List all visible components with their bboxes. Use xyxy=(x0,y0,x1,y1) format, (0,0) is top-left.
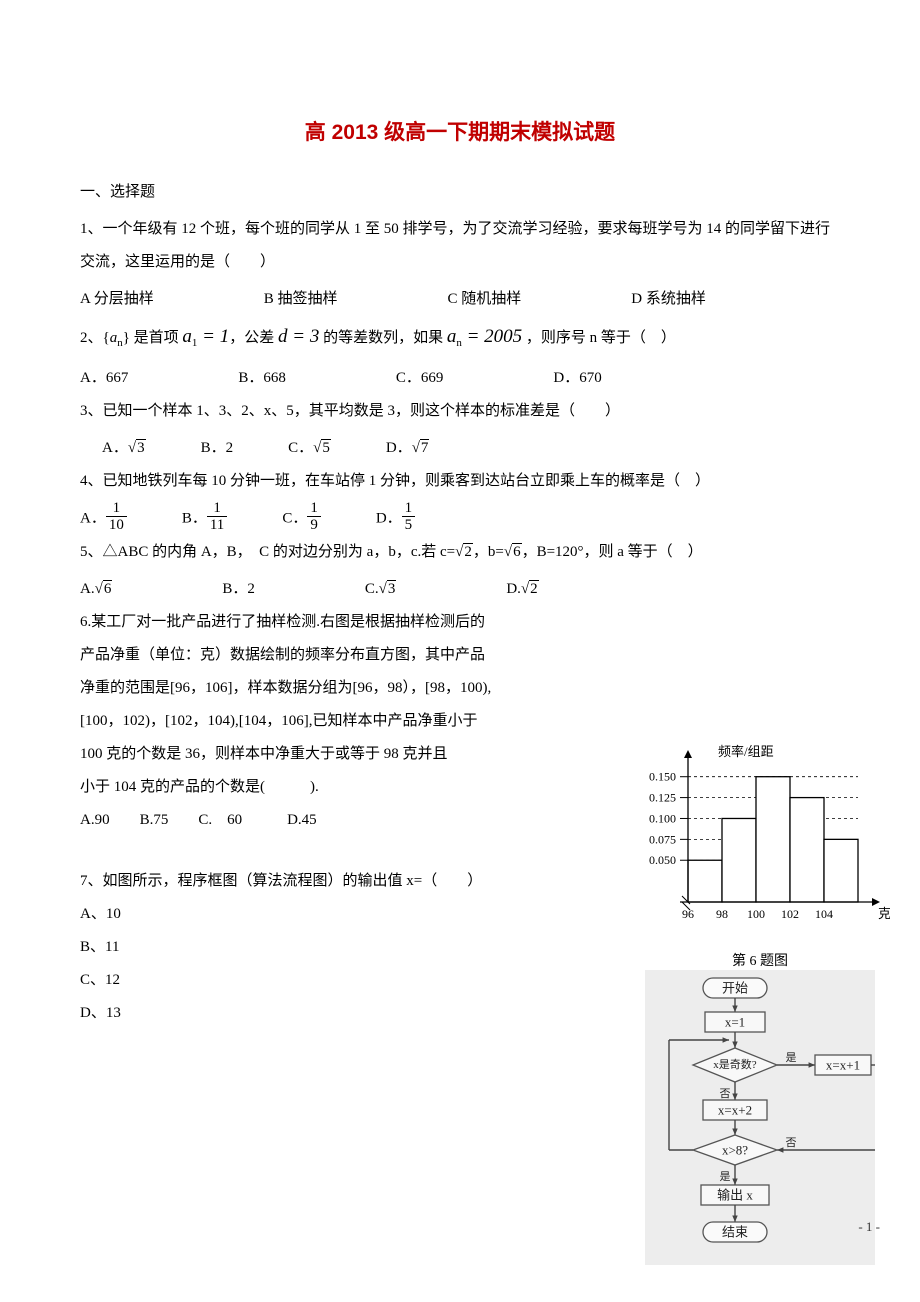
svg-text:是: 是 xyxy=(786,1051,797,1064)
q1-options: A 分层抽样 B 抽签抽样 C 随机抽样 D 系统抽样 xyxy=(80,283,840,316)
svg-text:x>8?: x>8? xyxy=(722,1143,748,1158)
q6-l2: 产品净重（单位：克）数据绘制的频率分布直方图，其中产品 xyxy=(80,639,600,672)
q2-post: 的等差数列，如果 xyxy=(319,330,447,346)
q1-text: 1、一个年级有 12 个班，每个班的同学从 1 至 50 排学号，为了交流学习经… xyxy=(80,213,840,279)
svg-text:开始: 开始 xyxy=(722,981,748,996)
q3-options: A．3 B．2 C．5 D．7 xyxy=(80,432,840,465)
section-header: 一、选择题 xyxy=(80,176,840,209)
q3-D: D．7 xyxy=(386,432,430,465)
q5-A: A.6 xyxy=(80,573,112,606)
q4-A: A．110 xyxy=(80,502,127,536)
histogram-chart: 0.050 0.075 0.100 0.125 0.150 96 98 100 102 104 克 频… xyxy=(630,742,890,952)
q2-eq2005: = 2005 xyxy=(462,326,522,347)
q6-block: 6.某工厂对一批产品进行了抽样检测.右图是根据抽样检测后的 产品净重（单位：克）… xyxy=(80,606,600,837)
q1-A: A 分层抽样 xyxy=(80,283,154,316)
svg-text:96: 96 xyxy=(682,907,694,921)
q5-text: 5、△ABC 的内角 A，B， C 的对边分别为 a，b，c.若 c=2，b=6… xyxy=(80,536,840,569)
q4-C: C．19 xyxy=(282,502,321,536)
svg-text:x=x+2: x=x+2 xyxy=(718,1103,752,1118)
page-number: - 1 - xyxy=(858,1213,880,1242)
q7-block: 7、如图所示，程序框图（算法流程图）的输出值 x=（ ） A、10 B、11 C… xyxy=(80,865,590,1030)
q2-D: D．670 xyxy=(553,362,601,395)
svg-text:否: 否 xyxy=(786,1137,797,1149)
q2-an2: a xyxy=(447,326,457,347)
svg-text:x=x+1: x=x+1 xyxy=(826,1058,860,1073)
q7-D: D、13 xyxy=(80,997,590,1030)
q1-D: D 系统抽样 xyxy=(631,283,706,316)
q7-B: B、11 xyxy=(80,931,590,964)
q6-l3: 净重的范围是[96，106]，样本数据分组为[96，98），[98，100), xyxy=(80,672,600,705)
svg-text:0.125: 0.125 xyxy=(649,791,676,805)
q7-text: 7、如图所示，程序框图（算法流程图）的输出值 x=（ ） xyxy=(80,865,590,898)
svg-text:0.075: 0.075 xyxy=(649,832,676,846)
svg-text:0.100: 0.100 xyxy=(649,811,676,825)
q2-eq1: = 1 xyxy=(197,326,229,347)
q3-C: C．5 xyxy=(288,432,331,465)
q2-B: B．668 xyxy=(238,362,286,395)
q2-a1: a xyxy=(182,326,192,347)
q4-text: 4、已知地铁列车每 10 分钟一班，在车站停 1 分钟，则乘客到达站台立即乘上车… xyxy=(80,465,840,498)
q2-pre: 2、{ xyxy=(80,330,110,346)
q2-d: d xyxy=(278,326,288,347)
svg-text:频率/组距: 频率/组距 xyxy=(718,744,774,759)
q7-C: C、12 xyxy=(80,964,590,997)
flowchart: 开始x=1x是奇数?是x=x+1否x=x+2x>8?否是输出 x结束 xyxy=(645,970,875,1265)
q2-C: C．669 xyxy=(396,362,444,395)
svg-text:克: 克 xyxy=(878,906,890,921)
q7-A: A、10 xyxy=(80,898,590,931)
q3-B: B．2 xyxy=(201,432,234,465)
q5-options: A.6 B．2 C.3 D.2 xyxy=(80,573,840,606)
q2-mid2: ，公差 xyxy=(229,330,278,346)
svg-text:104: 104 xyxy=(815,907,833,921)
q5-B: B．2 xyxy=(222,573,255,606)
q6-opts: A.90 B.75 C. 60 D.45 xyxy=(80,804,600,837)
q6-l6: 小于 104 克的产品的个数是( ). xyxy=(80,771,600,804)
q6-l5: 100 克的个数是 36，则样本中净重大于或等于 98 克并且 xyxy=(80,738,600,771)
q2-text: 2、{an} 是首项 a1 = 1，公差 d = 3 的等差数列，如果 an =… xyxy=(80,316,840,358)
q2-tail: ，则序号 n 等于（ ） xyxy=(522,330,676,346)
q1-B: B 抽签抽样 xyxy=(264,283,338,316)
q5-D: D.2 xyxy=(506,573,538,606)
q4-D: D．15 xyxy=(376,502,415,536)
q2-eq3: = 3 xyxy=(288,326,320,347)
svg-text:102: 102 xyxy=(781,907,799,921)
svg-text:x=1: x=1 xyxy=(725,1015,745,1030)
q4-B: B．111 xyxy=(182,502,227,536)
q3-A: A．3 xyxy=(102,432,146,465)
svg-text:结束: 结束 xyxy=(722,1225,748,1240)
q6-l4: [100，102)，[102，104),[104，106],已知样本中产品净重小… xyxy=(80,705,600,738)
q3-text: 3、已知一个样本 1、3、2、x、5，其平均数是 3，则这个样本的标准差是（ ） xyxy=(80,395,840,428)
svg-text:否: 否 xyxy=(720,1088,731,1100)
svg-text:100: 100 xyxy=(747,907,765,921)
q2-A: A．667 xyxy=(80,362,128,395)
page-title: 高 2013 级高一下期期末模拟试题 xyxy=(80,110,840,156)
q5-C: C.3 xyxy=(365,573,397,606)
svg-text:0.050: 0.050 xyxy=(649,853,676,867)
svg-text:是: 是 xyxy=(720,1170,731,1183)
svg-text:x是奇数?: x是奇数? xyxy=(713,1058,756,1071)
q2-mid: } 是首项 xyxy=(123,330,183,346)
q6-l1: 6.某工厂对一批产品进行了抽样检测.右图是根据抽样检测后的 xyxy=(80,606,600,639)
svg-text:0.150: 0.150 xyxy=(649,770,676,784)
q2-options: A．667 B．668 C．669 D．670 xyxy=(80,362,840,395)
svg-text:98: 98 xyxy=(716,907,728,921)
svg-text:输出 x: 输出 x xyxy=(717,1188,753,1203)
q1-C: C 随机抽样 xyxy=(448,283,522,316)
q4-options: A．110 B．111 C．19 D．15 xyxy=(80,502,840,536)
